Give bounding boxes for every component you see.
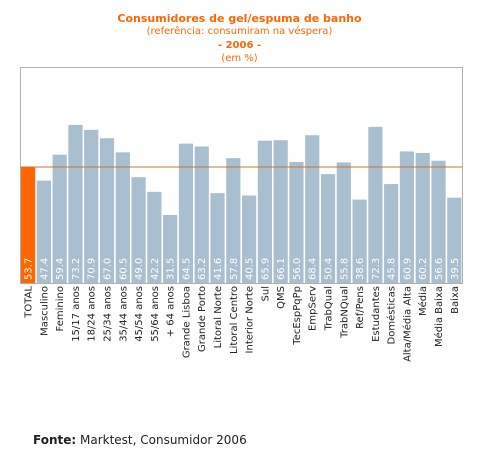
- category-label: Litoral Norte: [213, 286, 224, 348]
- bar: [178, 143, 194, 283]
- bar: [242, 195, 257, 283]
- data-label: 41.6: [213, 258, 224, 280]
- bar: [273, 140, 288, 283]
- data-label: 60.2: [418, 258, 429, 280]
- category-label: Grande Lisboa: [181, 286, 192, 358]
- data-label: 38.6: [355, 258, 366, 280]
- bar: [52, 154, 67, 283]
- data-label: 50.4: [324, 258, 335, 280]
- bar: [257, 140, 272, 283]
- bar: [352, 199, 367, 283]
- data-label: 60.5: [118, 258, 129, 280]
- data-label: 56.6: [434, 258, 445, 280]
- category-label: Média: [417, 286, 429, 316]
- data-label: 40.5: [245, 258, 256, 280]
- category-label: 55/64 anos: [150, 286, 161, 342]
- data-label: 67.0: [103, 258, 114, 280]
- data-label: 70.9: [87, 258, 98, 280]
- data-label: 49.0: [134, 258, 145, 280]
- bar: [194, 146, 209, 283]
- bar: [163, 214, 178, 283]
- data-label: 66.1: [276, 258, 287, 280]
- chart-unit: (em %): [221, 53, 258, 64]
- category-label: Masculino: [39, 286, 50, 336]
- category-label: 25/34 anos: [103, 286, 114, 342]
- category-label: TrabNQual: [339, 286, 350, 339]
- bar: [68, 124, 83, 283]
- category-label: Litoral Centro: [229, 286, 240, 354]
- data-label: 68.4: [308, 258, 319, 280]
- chart-subtitle: (referência: consumiram na véspera): [146, 26, 333, 37]
- data-label: 45.8: [387, 258, 398, 280]
- category-label: 45/54 anos: [134, 286, 145, 342]
- category-label: Alta/Média Alta: [401, 286, 413, 362]
- category-label: Grande Porto: [197, 286, 208, 352]
- plot-frame: [20, 67, 463, 284]
- category-label: Domésticas: [386, 286, 398, 344]
- bar: [368, 126, 383, 283]
- category-label: TecEspPqPp: [292, 286, 303, 346]
- data-label: 60.9: [402, 258, 413, 280]
- data-label: 59.4: [55, 258, 66, 280]
- category-label: 35/44 anos: [118, 286, 129, 342]
- bar: [305, 135, 320, 283]
- data-label: 73.2: [71, 258, 82, 280]
- category-label: Feminino: [55, 286, 66, 331]
- data-label: 64.5: [181, 258, 192, 280]
- bar-total: [21, 167, 36, 283]
- data-label: 42.2: [150, 258, 161, 280]
- bar: [431, 160, 446, 283]
- bar: [320, 174, 336, 283]
- bar: [289, 162, 304, 283]
- chart-year: - 2006 -: [217, 40, 262, 51]
- bar: [115, 152, 130, 283]
- source-note: Fonte: Marktest, Consumidor 2006: [33, 433, 247, 447]
- data-label: 63.2: [197, 258, 208, 280]
- bar: [36, 180, 51, 283]
- data-label: 31.5: [166, 258, 177, 280]
- bar: [447, 197, 462, 283]
- bar: [226, 158, 241, 283]
- data-label: 72.3: [371, 258, 382, 280]
- category-label: Baixa: [450, 286, 461, 314]
- bar: [384, 184, 399, 283]
- category-label: 15/17 anos: [71, 286, 82, 342]
- data-label: 53.7: [24, 258, 35, 280]
- category-label: TrabQual: [324, 286, 335, 331]
- category-label: Ref/Pens: [355, 286, 366, 329]
- bar: [131, 177, 146, 283]
- data-label: 65.9: [260, 258, 271, 280]
- source-label: Fonte:: [33, 433, 77, 447]
- category-label: Sul: [260, 286, 271, 301]
- chart-title: Consumidores de gel/espuma de banho: [117, 12, 362, 25]
- data-label: 55.8: [339, 258, 350, 280]
- category-label: QMS: [276, 286, 287, 309]
- category-label: Estudantes: [371, 286, 382, 342]
- bar: [336, 162, 351, 283]
- category-label: TOTAL: [24, 286, 35, 319]
- data-label: 39.5: [450, 258, 461, 280]
- source-text: Marktest, Consumidor 2006: [76, 433, 247, 447]
- category-label: 18/24 anos: [87, 286, 98, 342]
- bar: [210, 193, 225, 283]
- bar: [415, 152, 430, 283]
- category-label: Média Baixa: [433, 286, 445, 347]
- bar: [399, 151, 415, 283]
- category-label: Interior Norte: [245, 286, 256, 353]
- bar: [99, 138, 115, 283]
- data-label: 56.0: [292, 258, 303, 280]
- data-label: 57.8: [229, 258, 240, 280]
- category-label: + 64 anos: [166, 286, 177, 337]
- category-label: EmpServ: [308, 286, 319, 331]
- bar: [84, 129, 99, 283]
- data-label: 47.4: [39, 258, 50, 280]
- bar: [147, 191, 162, 283]
